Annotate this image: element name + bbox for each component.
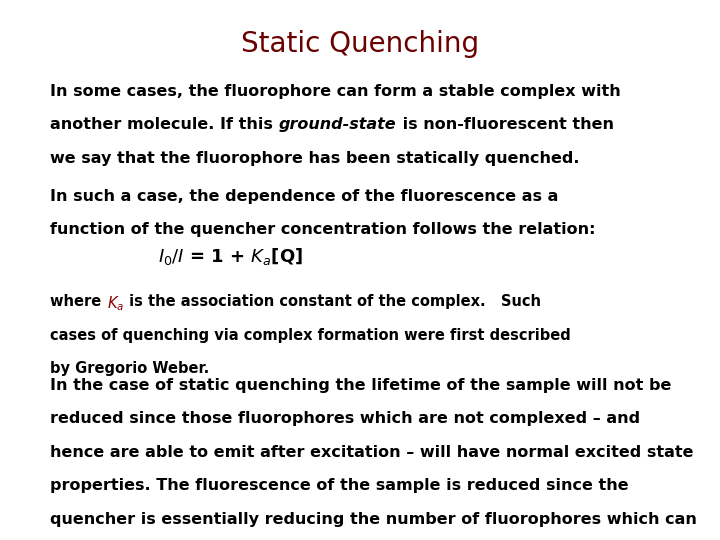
Text: another molecule. If this: another molecule. If this	[50, 117, 279, 132]
Text: In the case of static quenching the lifetime of the sample will not be: In the case of static quenching the life…	[50, 378, 672, 393]
Text: $\mathit{I}_0/\mathit{I}$ = 1 + $\mathit{K}_a$[Q]: $\mathit{I}_0/\mathit{I}$ = 1 + $\mathit…	[158, 246, 304, 267]
Text: quencher is essentially reducing the number of fluorophores which can: quencher is essentially reducing the num…	[50, 512, 697, 527]
Text: Static Quenching: Static Quenching	[241, 30, 479, 58]
Text: In some cases, the fluorophore can form a stable complex with: In some cases, the fluorophore can form …	[50, 84, 621, 99]
Text: is non-fluorescent then: is non-fluorescent then	[397, 117, 613, 132]
Text: hence are able to emit after excitation – will have normal excited state: hence are able to emit after excitation …	[50, 445, 694, 460]
Text: cases of quenching via complex formation were first described: cases of quenching via complex formation…	[50, 328, 571, 343]
Text: where: where	[50, 294, 107, 309]
Text: we say that the fluorophore has been statically quenched.: we say that the fluorophore has been sta…	[50, 151, 580, 166]
Text: properties. The fluorescence of the sample is reduced since the: properties. The fluorescence of the samp…	[50, 478, 629, 494]
Text: ground-state: ground-state	[279, 117, 397, 132]
Text: function of the quencher concentration follows the relation:: function of the quencher concentration f…	[50, 222, 596, 238]
Text: by Gregorio Weber.: by Gregorio Weber.	[50, 361, 210, 376]
Text: is the association constant of the complex.   Such: is the association constant of the compl…	[124, 294, 541, 309]
Text: $\mathit{K}_a$: $\mathit{K}_a$	[107, 294, 124, 313]
Text: In such a case, the dependence of the fluorescence as a: In such a case, the dependence of the fl…	[50, 189, 559, 204]
Text: reduced since those fluorophores which are not complexed – and: reduced since those fluorophores which a…	[50, 411, 641, 427]
